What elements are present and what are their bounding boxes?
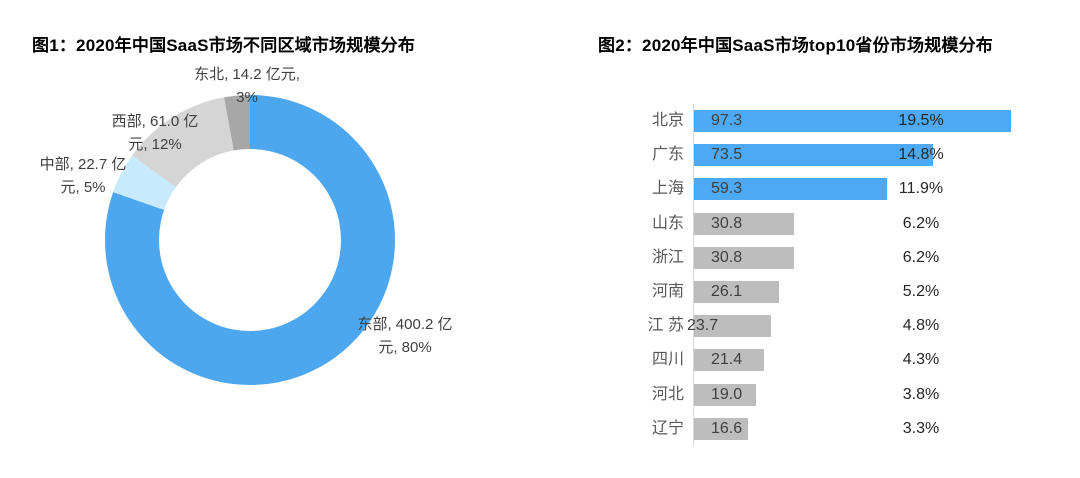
pie-chart-title: 图1：2020年中国SaaS市场不同区域市场规模分布 xyxy=(32,36,416,55)
bar xyxy=(694,315,772,338)
bar-plot-area: 97.3 19.5% xyxy=(693,104,1076,139)
percent-label: 19.5% xyxy=(898,112,944,129)
category-label: 北京 xyxy=(651,112,684,129)
bar-plot-area: 23.7 4.8% xyxy=(687,309,1076,344)
bar-row: 上海 59.3 11.9% xyxy=(598,172,1076,207)
bar-plot-area: 30.8 6.2% xyxy=(693,206,1076,241)
value-label: 30.8 xyxy=(711,248,743,266)
bar xyxy=(694,144,934,167)
value-label: 30.8 xyxy=(711,214,743,232)
bar-row: 河北 19.0 3.8% xyxy=(598,377,1076,412)
bar-plot-area: 19.0 3.8% xyxy=(693,377,1076,412)
bar-plot-area: 21.4 4.3% xyxy=(693,343,1076,378)
value-label: 21.4 xyxy=(711,351,743,369)
category-label: 江 苏 xyxy=(647,317,684,335)
pie-label-west: 西部, 61.0 亿 元, 12% xyxy=(111,113,199,153)
value-label: 97.3 xyxy=(711,112,743,129)
category-label: 辽宁 xyxy=(651,419,684,437)
bar-plot-area: 73.5 14.8% xyxy=(693,138,1076,173)
percent-label: 14.8% xyxy=(898,146,944,164)
category-label: 河南 xyxy=(651,282,684,300)
bar-row: 辽宁 16.6 3.3% xyxy=(598,411,1076,446)
bar-plot-area: 26.1 5.2% xyxy=(693,274,1076,310)
percent-label: 4.3% xyxy=(902,351,940,369)
bar-row: 浙江 30.8 6.2% xyxy=(598,240,1076,275)
pie-label-central: 中部, 22.7 亿 元, 5% xyxy=(39,156,127,196)
value-label: 19.0 xyxy=(711,385,743,403)
value-label: 16.6 xyxy=(711,419,743,437)
bar-plot-area: 59.3 11.9% xyxy=(693,172,1076,207)
bar-row: 河南 26.1 5.2% xyxy=(598,274,1076,310)
bar xyxy=(694,349,764,372)
bar xyxy=(694,383,756,406)
percent-label: 4.8% xyxy=(902,317,940,335)
value-label: 73.5 xyxy=(711,146,743,164)
category-label: 四川 xyxy=(651,351,684,369)
bar xyxy=(694,110,1011,133)
category-label: 上海 xyxy=(651,180,684,198)
bar xyxy=(694,281,780,304)
bar-row: 北京 97.3 19.5% xyxy=(598,104,1076,139)
percent-label: 3.3% xyxy=(902,419,940,437)
value-label: 59.3 xyxy=(711,180,743,198)
bar xyxy=(694,212,795,235)
bar xyxy=(694,178,888,201)
category-label: 河北 xyxy=(651,385,684,403)
bar-row: 四川 21.4 4.3% xyxy=(598,343,1076,378)
donut-chart xyxy=(105,95,395,385)
bar xyxy=(694,246,795,269)
bar-row: 广东 73.5 14.8% xyxy=(598,138,1076,173)
percent-label: 6.2% xyxy=(902,248,940,266)
bar-row: 山东 30.8 6.2% xyxy=(598,206,1076,241)
percent-label: 3.8% xyxy=(902,385,940,403)
percent-label: 5.2% xyxy=(902,282,940,300)
bar-row: 江 苏 23.7 4.8% xyxy=(598,309,1076,344)
value-label: 23.7 xyxy=(687,317,719,335)
category-label: 山东 xyxy=(651,214,684,232)
bar-chart-title: 图2：2020年中国SaaS市场top10省份市场规模分布 xyxy=(598,36,993,55)
pie-label-east: 东部, 400.2 亿 元, 80% xyxy=(357,316,453,356)
value-label: 26.1 xyxy=(711,282,743,300)
bar-plot-area: 30.8 6.2% xyxy=(693,240,1076,275)
bar-plot-area: 16.6 3.3% xyxy=(693,411,1076,446)
category-label: 浙江 xyxy=(651,248,684,266)
category-label: 广东 xyxy=(651,146,684,164)
percent-label: 6.2% xyxy=(902,214,940,232)
bar-chart: 北京 97.3 19.5% 广东 73.5 14.8% 上海 59.3 11.9… xyxy=(598,104,1076,446)
donut-hole xyxy=(159,149,341,331)
bar xyxy=(694,417,749,440)
percent-label: 11.9% xyxy=(898,180,944,198)
pie-label-northeast: 东北, 14.2 亿元, 3% xyxy=(194,66,300,106)
